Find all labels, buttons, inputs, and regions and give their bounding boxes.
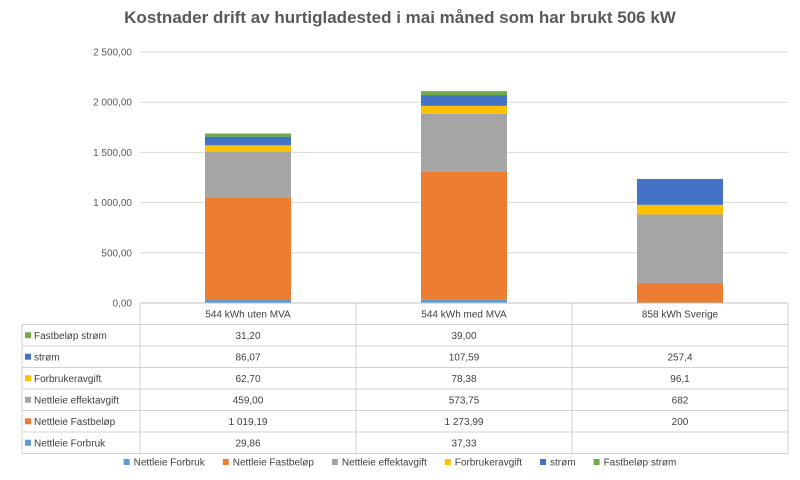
data-label: 62,70 (235, 374, 260, 385)
data-label: 29,86 (235, 438, 260, 449)
bar-segment (637, 178, 723, 205)
row-swatch (25, 439, 31, 446)
data-label: 39,00 (451, 331, 476, 342)
row-swatch (25, 353, 31, 360)
data-table: 544 kWh uten MVA 544 kWh med MVA 858 kWh S… (21, 302, 789, 454)
bar-segment (205, 133, 291, 137)
bar-segment (421, 113, 507, 172)
y-axis-ticks: 0,00 500,00 1 000,00 1 500,00 2 000,00 2 500,… (93, 48, 132, 310)
data-label: 86,07 (235, 352, 260, 363)
legend-label: strøm (550, 458, 576, 469)
category-label: 544 kWh uten MVA (205, 309, 291, 320)
legend-label: Forbrukeravgift (455, 458, 522, 469)
data-label: 459,00 (233, 395, 264, 406)
data-label: 31,20 (235, 331, 260, 342)
category-label: 544 kWh med MVA (421, 309, 507, 320)
bar-segment (421, 91, 507, 96)
bars (205, 91, 723, 303)
bar-segment (205, 197, 291, 301)
data-label: 682 (672, 395, 689, 406)
legend-label: Nettleie effektavgift (342, 458, 427, 469)
row-series-name: Fastbeløp strøm (34, 331, 107, 342)
row-series-name: Nettleie Forbruk (34, 438, 106, 449)
y-tick-label: 2 500,00 (93, 48, 132, 59)
bar-segment (421, 95, 507, 106)
legend-swatch (331, 459, 338, 465)
legend-label: Fastbeløp strøm (604, 458, 677, 469)
bar-segment (421, 171, 507, 300)
data-label: 96,1 (670, 374, 690, 385)
y-tick-label: 500,00 (101, 248, 132, 259)
row-swatch (25, 418, 31, 425)
y-tick-label: 1 500,00 (93, 148, 132, 159)
row-series-name: Forbrukeravgift (34, 374, 101, 385)
legend-label: Nettleie Fastbeløp (233, 458, 315, 469)
legend-swatch (444, 459, 451, 465)
data-label: 37,33 (451, 438, 476, 449)
legend-swatch (222, 459, 229, 465)
y-tick-label: 1 000,00 (93, 198, 132, 209)
legend-label: Nettleie Forbruk (134, 458, 206, 469)
legend-swatch (593, 459, 600, 465)
row-swatch (25, 375, 31, 382)
data-label: 573,75 (449, 395, 480, 406)
data-label: 107,59 (449, 352, 480, 363)
category-label: 858 kWh Sverige (642, 309, 719, 320)
bar-segment (421, 105, 507, 114)
data-label: 200 (672, 417, 689, 428)
bar-segment (205, 136, 291, 146)
bar-segment (205, 145, 291, 152)
bar-segment (421, 299, 507, 303)
y-tick-label: 0,00 (113, 299, 133, 310)
data-label: 1 019,19 (229, 417, 268, 428)
data-label: 257,4 (667, 352, 692, 363)
bar-segment (205, 151, 291, 198)
legend: Nettleie Forbruk Nettleie Fastbeløp Nettle… (123, 458, 677, 469)
row-series-name: Nettleie Fastbeløp (34, 417, 116, 428)
bar-segment (637, 282, 723, 303)
bar-segment (637, 204, 723, 215)
data-label: 78,38 (451, 374, 476, 385)
chart-title: Kostnader drift av hurtigladested i mai … (124, 8, 676, 27)
legend-swatch (540, 459, 547, 465)
bar-segment (205, 300, 291, 303)
bar-segment (637, 214, 723, 283)
data-label: 1 273,99 (445, 417, 484, 428)
row-swatch (25, 396, 31, 403)
row-series-name: Nettleie effektavgift (34, 395, 119, 406)
y-tick-label: 2 000,00 (93, 98, 132, 109)
row-series-name: strøm (34, 352, 60, 363)
legend-swatch (123, 459, 130, 465)
row-swatch (25, 332, 31, 339)
